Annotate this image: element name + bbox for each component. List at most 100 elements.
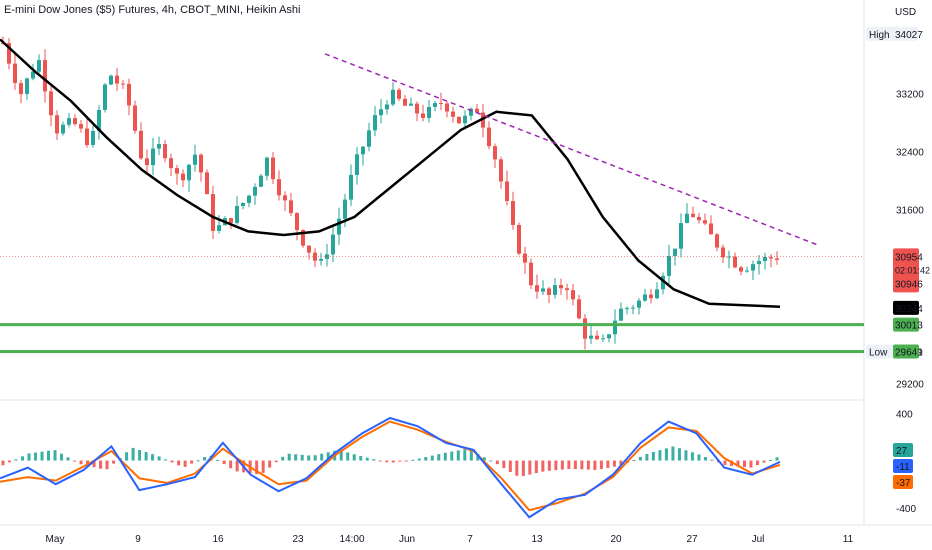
level-value-1: 30013 <box>895 321 923 332</box>
time-tick-label: 14:00 <box>339 534 364 545</box>
macd-histogram-bar <box>710 459 714 461</box>
candle-body <box>385 104 389 110</box>
macd-histogram-bar <box>469 450 473 461</box>
macd-histogram-bar <box>99 460 103 469</box>
candle-body <box>355 154 359 175</box>
time-tick-label: Jun <box>399 534 415 545</box>
candle-body <box>463 115 467 124</box>
macd-histogram-bar <box>593 460 597 470</box>
candle-body <box>571 290 575 300</box>
candle-body <box>187 164 191 181</box>
time-tick-label: 13 <box>531 534 543 545</box>
signal-value: -37 <box>896 478 911 489</box>
candle-body <box>367 130 371 147</box>
macd-histogram-bar <box>365 457 369 461</box>
candle-body <box>469 108 473 116</box>
candle-body <box>775 258 779 260</box>
macd-histogram-bar <box>60 453 64 461</box>
macd-histogram-bar <box>528 460 532 475</box>
macd-histogram-bar <box>755 460 759 466</box>
macd-histogram-bar <box>66 457 70 461</box>
macd-histogram-bar <box>287 453 291 461</box>
candle-body <box>451 111 455 117</box>
macd-histogram-bar <box>235 460 239 472</box>
macd-histogram-bar <box>586 460 590 470</box>
time-tick-label: 7 <box>467 534 473 545</box>
macd-histogram-bar <box>281 456 285 461</box>
candle-body <box>133 105 137 131</box>
candle-body <box>475 108 479 113</box>
candle-body <box>685 213 689 224</box>
candle-body <box>427 106 431 119</box>
macd-histogram-bar <box>138 449 142 461</box>
candle-body <box>217 225 221 231</box>
candle-body <box>457 116 461 124</box>
macd-histogram-bar <box>14 459 18 461</box>
candle-body <box>103 84 107 110</box>
candle-body <box>277 179 281 196</box>
candle-body <box>31 71 35 79</box>
macd-histogram-bar <box>567 460 571 469</box>
axis-labels: 33200 32400 31600 29200 May 9 16 23 14:00 Jun 7 13 2… <box>46 90 925 545</box>
overlays-layer <box>0 38 864 354</box>
macd-histogram-bar <box>645 453 649 461</box>
candle-body <box>211 194 215 231</box>
high-value: 34027 <box>895 30 923 41</box>
macd-histogram-bar <box>684 450 688 461</box>
candle-body <box>697 216 701 221</box>
macd-histogram-bar <box>534 460 538 474</box>
macd-histogram-bar <box>21 456 25 461</box>
candle-body <box>301 230 305 246</box>
candle-body <box>145 158 149 166</box>
candle-body <box>769 256 773 259</box>
candle-body <box>61 124 65 134</box>
candle-body <box>433 103 437 107</box>
macd-histogram-bar <box>326 452 330 461</box>
candle-body <box>763 256 767 262</box>
candle-body <box>499 159 503 182</box>
macd-histogram-bar <box>619 460 623 466</box>
candle-body <box>127 83 131 106</box>
macd-histogram-bar <box>300 454 304 461</box>
macd-histogram-bar <box>352 454 356 461</box>
macd-histogram-bar <box>690 452 694 461</box>
macd-histogram-bar <box>463 449 467 461</box>
candle-body <box>613 320 617 335</box>
candle-body <box>97 109 101 131</box>
candle-body <box>139 130 143 159</box>
candle-body <box>553 285 557 295</box>
candle-body <box>205 172 209 195</box>
candle-body <box>517 224 521 254</box>
candle-body <box>487 127 491 147</box>
macd-histogram-bar <box>8 460 12 463</box>
macd-histogram-bar <box>476 453 480 461</box>
candle-body <box>535 285 539 292</box>
macd-histogram-bar <box>742 460 746 468</box>
level-badge-bg <box>893 344 919 359</box>
candle-body <box>19 83 23 95</box>
macd-badge-bg <box>893 475 913 489</box>
macd-histogram-bar <box>125 452 129 461</box>
candle-body <box>349 174 353 200</box>
macd-histogram-bar <box>671 446 675 461</box>
macd-histogram-bar <box>294 454 298 461</box>
macd-histogram-bar <box>658 450 662 461</box>
macd-histogram-bar <box>47 450 51 461</box>
macd-histogram-bar <box>762 460 766 463</box>
macd-histogram-bar <box>79 460 83 465</box>
candle-body <box>13 63 17 84</box>
candle-body <box>751 264 755 271</box>
currency-label: USD <box>895 7 916 18</box>
macd-histogram-bar <box>372 459 376 461</box>
candle-body <box>79 124 83 129</box>
candle-body <box>667 255 671 276</box>
time-tick-label: 16 <box>212 534 224 545</box>
macd-badge-bg <box>893 459 913 473</box>
macd-histogram-bar <box>183 460 187 467</box>
candle-body <box>523 253 527 263</box>
last-price-badge-bg <box>893 248 919 293</box>
candle-body <box>361 146 365 155</box>
ma-badge-bg <box>893 300 919 315</box>
high-label: High <box>869 30 890 41</box>
